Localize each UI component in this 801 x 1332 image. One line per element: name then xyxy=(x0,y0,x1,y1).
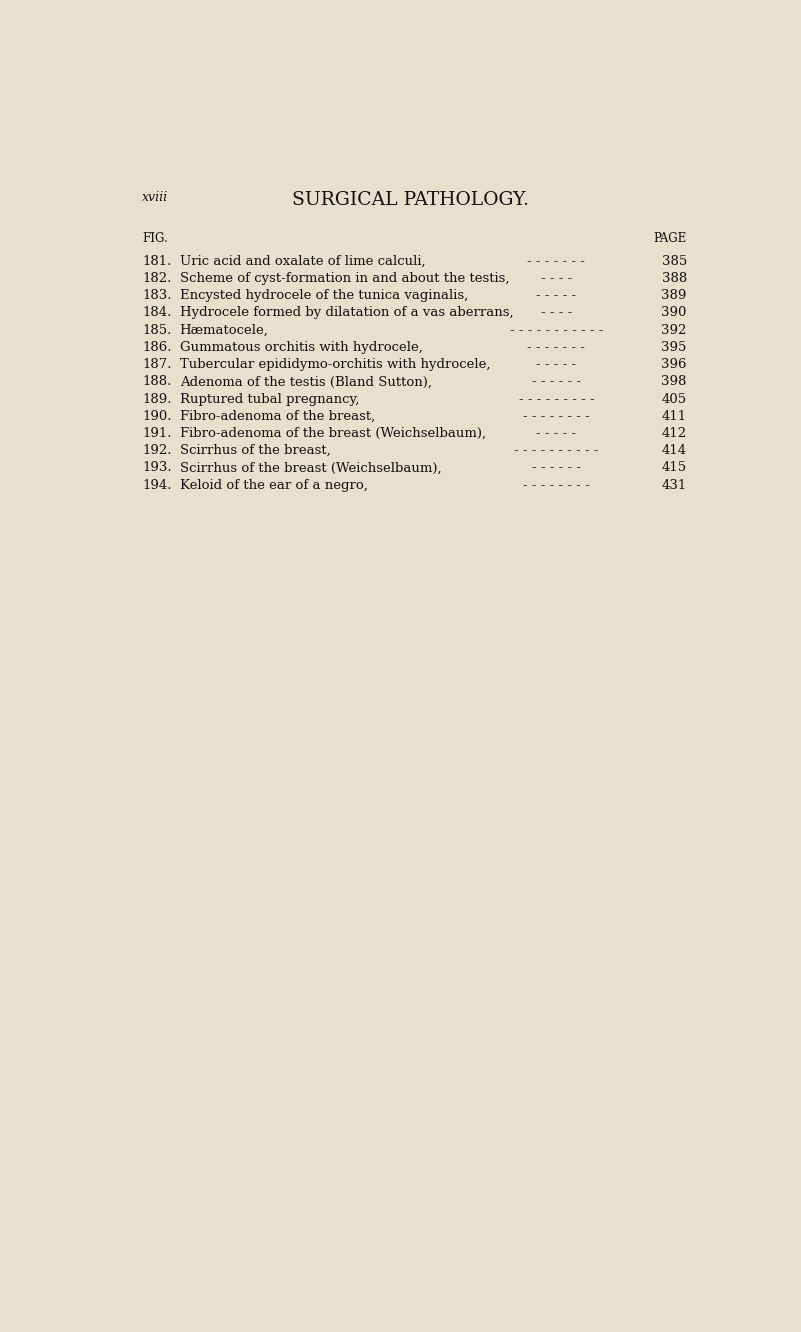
Text: 398: 398 xyxy=(662,376,686,389)
Text: 185.: 185. xyxy=(143,324,171,337)
Text: Gummatous orchitis with hydrocele,: Gummatous orchitis with hydrocele, xyxy=(179,341,422,354)
Text: Hydrocele formed by dilatation of a vas aberrans,: Hydrocele formed by dilatation of a vas … xyxy=(179,306,513,320)
Text: Fibro-adenoma of the breast (Weichselbaum),: Fibro-adenoma of the breast (Weichselbau… xyxy=(179,428,485,440)
Text: 389: 389 xyxy=(662,289,686,302)
Text: - - - - - - - -: - - - - - - - - xyxy=(523,410,590,422)
Text: 414: 414 xyxy=(662,445,686,457)
Text: 405: 405 xyxy=(662,393,686,405)
Text: - - - -: - - - - xyxy=(541,306,572,320)
Text: 194.: 194. xyxy=(143,478,172,492)
Text: 392: 392 xyxy=(662,324,686,337)
Text: - - - - - - - - -: - - - - - - - - - xyxy=(518,393,594,405)
Text: 396: 396 xyxy=(662,358,686,372)
Text: - - - - - -: - - - - - - xyxy=(532,461,581,474)
Text: Uric acid and oxalate of lime calculi,: Uric acid and oxalate of lime calculi, xyxy=(179,254,425,268)
Text: - - - - -: - - - - - xyxy=(537,358,577,372)
Text: 183.: 183. xyxy=(143,289,172,302)
Text: - - - - - - - -: - - - - - - - - xyxy=(523,478,590,492)
Text: 395: 395 xyxy=(662,341,686,354)
Text: 385: 385 xyxy=(662,254,686,268)
Text: 184.: 184. xyxy=(143,306,171,320)
Text: 188.: 188. xyxy=(143,376,171,389)
Text: Hæmatocele,: Hæmatocele, xyxy=(179,324,268,337)
Text: 190.: 190. xyxy=(143,410,172,422)
Text: Scheme of cyst-formation in and about the testis,: Scheme of cyst-formation in and about th… xyxy=(179,272,509,285)
Text: 191.: 191. xyxy=(143,428,172,440)
Text: - - - - -: - - - - - xyxy=(537,428,577,440)
Text: 431: 431 xyxy=(662,478,686,492)
Text: 415: 415 xyxy=(662,461,686,474)
Text: - - - - - - -: - - - - - - - xyxy=(527,254,586,268)
Text: 411: 411 xyxy=(662,410,686,422)
Text: SURGICAL PATHOLOGY.: SURGICAL PATHOLOGY. xyxy=(292,190,529,209)
Text: Scirrhus of the breast (Weichselbaum),: Scirrhus of the breast (Weichselbaum), xyxy=(179,461,441,474)
Text: - - - - - - - - - - -: - - - - - - - - - - - xyxy=(509,324,603,337)
Text: 186.: 186. xyxy=(143,341,172,354)
Text: Fibro-adenoma of the breast,: Fibro-adenoma of the breast, xyxy=(179,410,375,422)
Text: Keloid of the ear of a negro,: Keloid of the ear of a negro, xyxy=(179,478,368,492)
Text: Tubercular epididymo-orchitis with hydrocele,: Tubercular epididymo-orchitis with hydro… xyxy=(179,358,490,372)
Text: 192.: 192. xyxy=(143,445,172,457)
Text: Adenoma of the testis (Bland Sutton),: Adenoma of the testis (Bland Sutton), xyxy=(179,376,432,389)
Text: - - - - - - -: - - - - - - - xyxy=(527,341,586,354)
Text: FIG.: FIG. xyxy=(143,232,168,245)
Text: Encysted hydrocele of the tunica vaginalis,: Encysted hydrocele of the tunica vaginal… xyxy=(179,289,468,302)
Text: PAGE: PAGE xyxy=(654,232,686,245)
Text: 390: 390 xyxy=(662,306,686,320)
Text: Scirrhus of the breast,: Scirrhus of the breast, xyxy=(179,445,330,457)
Text: - - - -: - - - - xyxy=(541,272,572,285)
Text: xviii: xviii xyxy=(143,190,168,204)
Text: 388: 388 xyxy=(662,272,686,285)
Text: 187.: 187. xyxy=(143,358,172,372)
Text: - - - - - - - - - -: - - - - - - - - - - xyxy=(514,445,598,457)
Text: 181.: 181. xyxy=(143,254,171,268)
Text: 193.: 193. xyxy=(143,461,172,474)
Text: 412: 412 xyxy=(662,428,686,440)
Text: - - - - -: - - - - - xyxy=(537,289,577,302)
Text: Ruptured tubal pregnancy,: Ruptured tubal pregnancy, xyxy=(179,393,359,405)
Text: 182.: 182. xyxy=(143,272,171,285)
Text: - - - - - -: - - - - - - xyxy=(532,376,581,389)
Text: 189.: 189. xyxy=(143,393,172,405)
